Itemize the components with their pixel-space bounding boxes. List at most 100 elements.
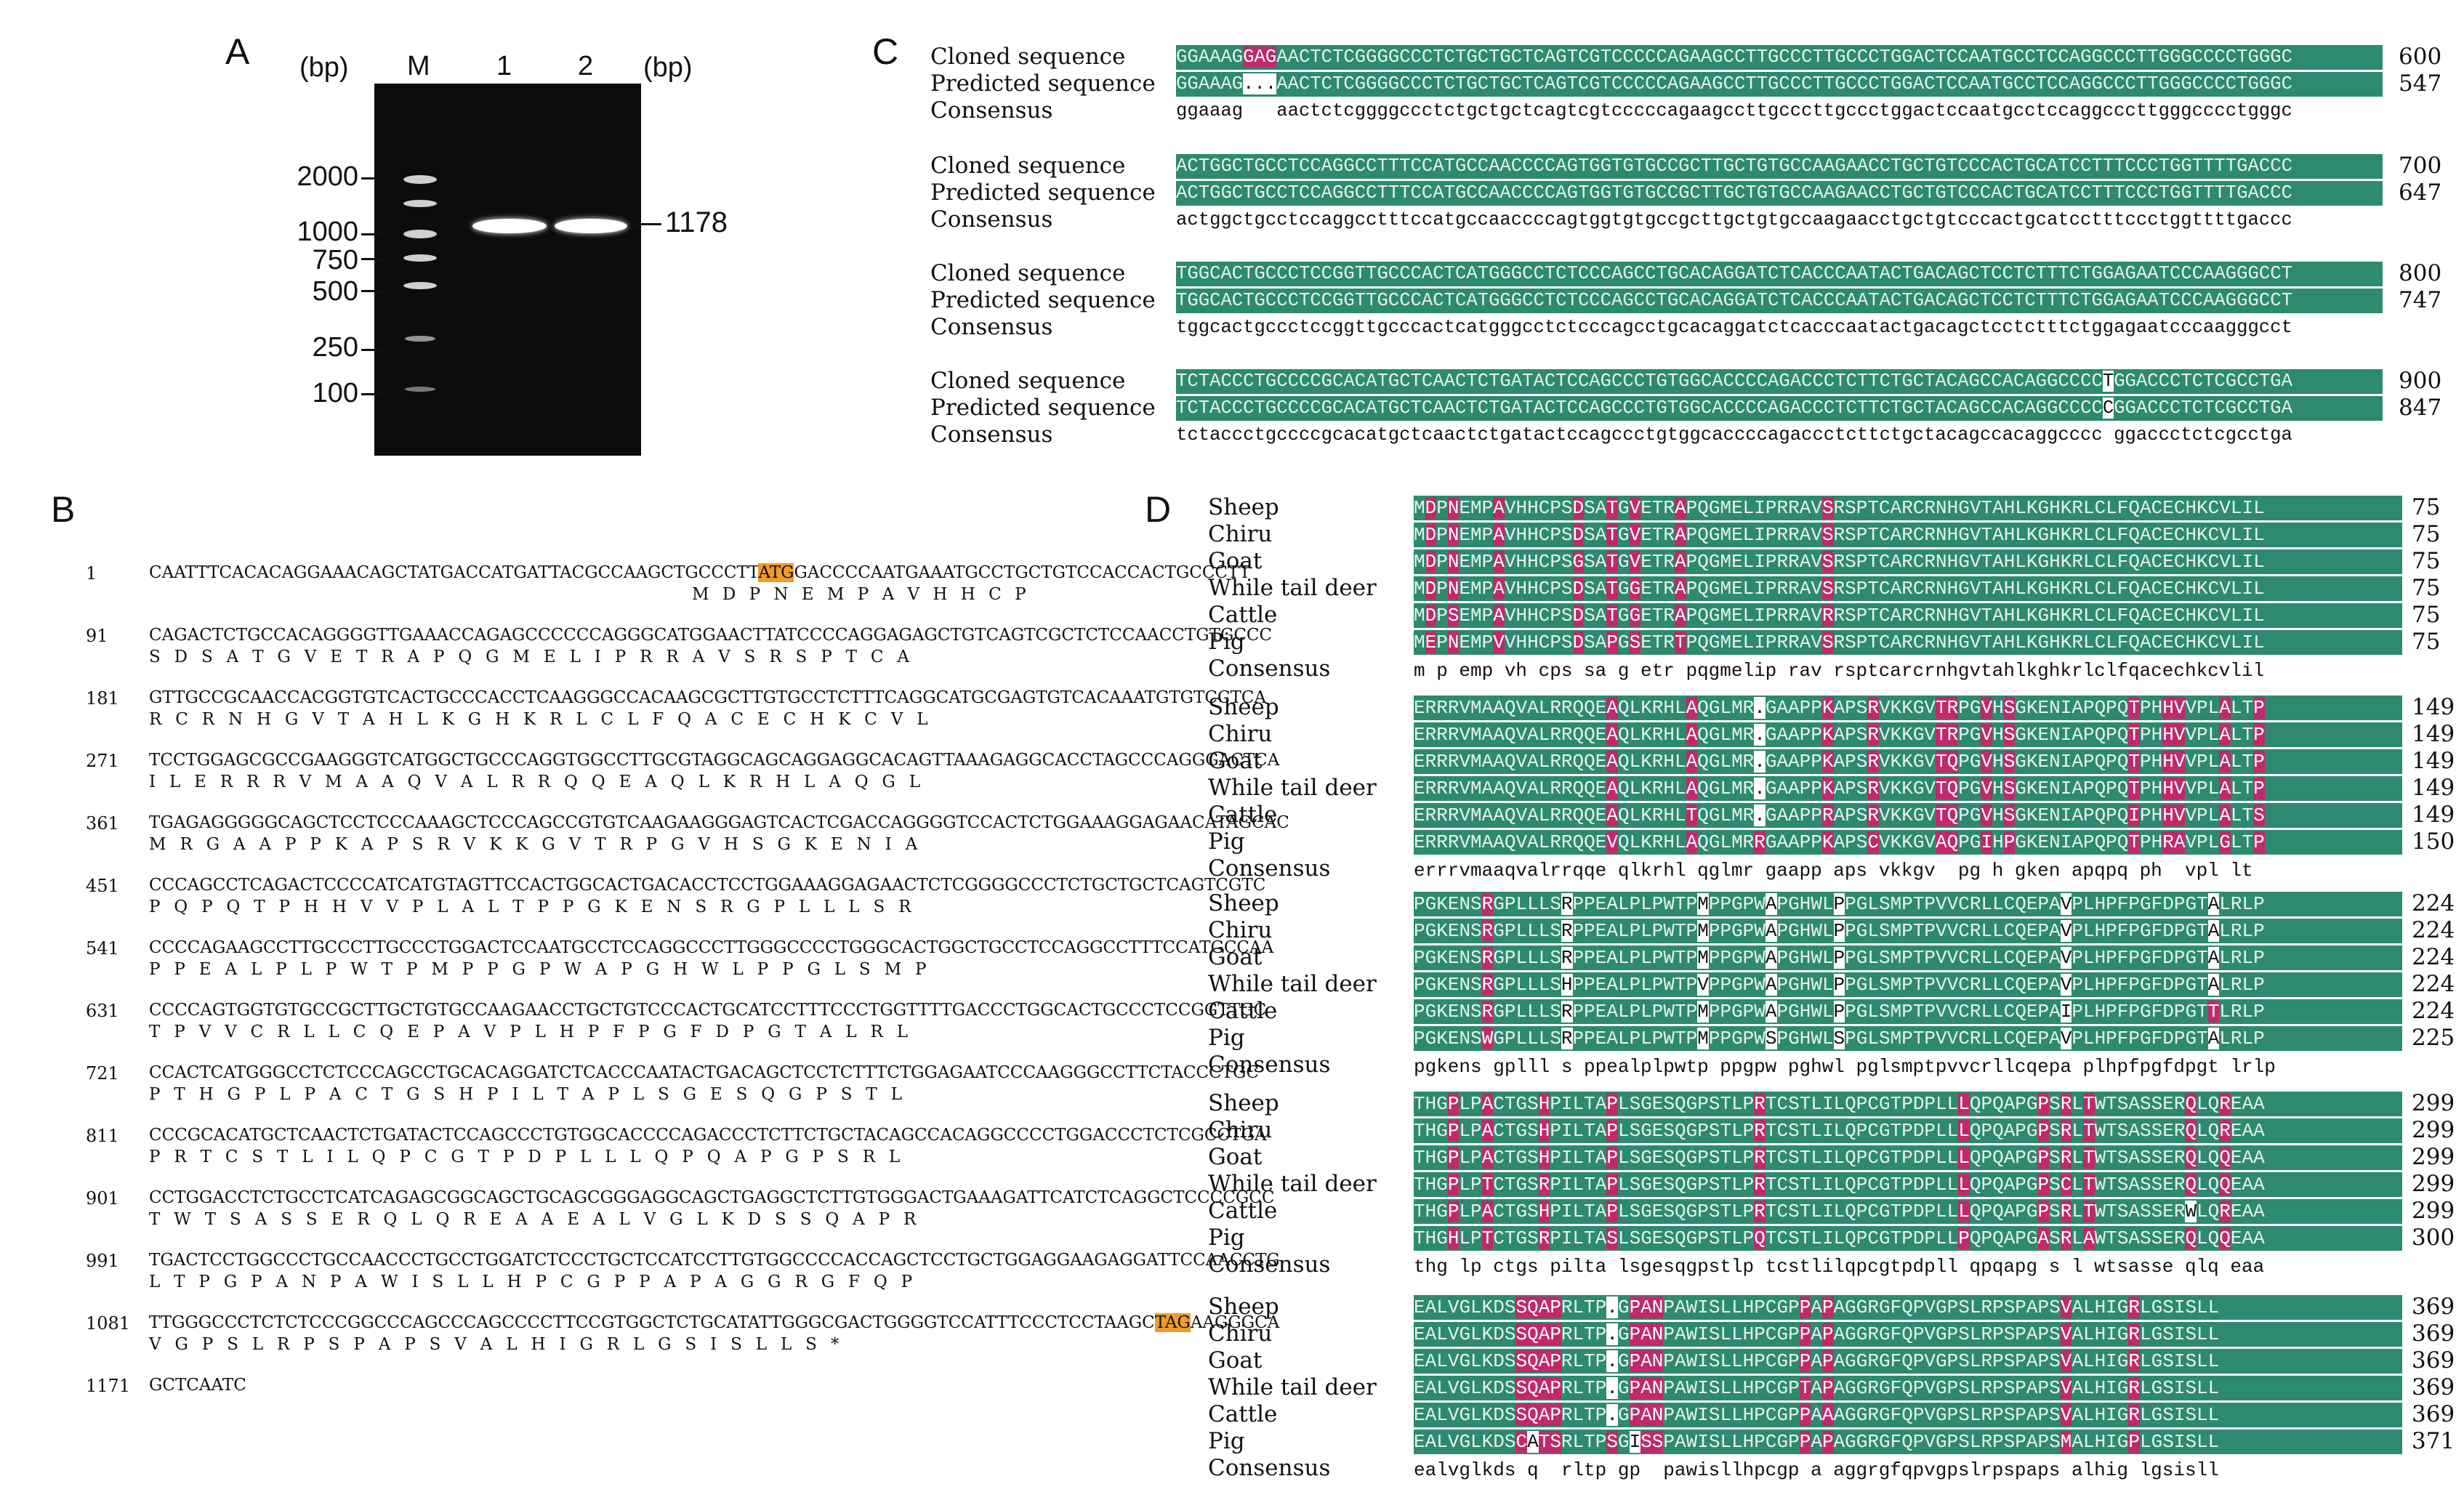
aa: Q [1992,1201,2004,1222]
nt: T [1745,182,1757,203]
aa: C [1958,920,1970,942]
aa: Q [1675,1147,1686,1169]
aa: P [1436,632,1448,653]
nt: C [1321,47,1333,68]
aa: H [2094,1323,2106,1345]
aa: G [2117,1323,2129,1345]
aa: S [1640,1431,1652,1453]
nt: C [1276,156,1288,177]
aa: G [2151,1404,2163,1426]
nt: G [1187,73,1199,94]
aa: C [1493,1120,1505,1142]
nt: T [1354,290,1366,311]
aa: P [1697,1093,1709,1115]
aligned-protein: ERRRVMAAQVALRRQQEAQLKRHLAQGLMR.GAAPPKAPS… [1414,722,2402,747]
nt: T [1310,73,1321,94]
aa: D [1425,524,1437,546]
aa: D [2162,974,2174,996]
aa: P [1584,947,1595,969]
aa: . [1754,751,1766,773]
nt: C [1533,73,1545,94]
aa: G [2026,1227,2038,1249]
aa: R [2128,1404,2140,1426]
nt: G [1600,156,1612,177]
aa: E [1651,1174,1664,1195]
position-number: 149 [2412,694,2455,720]
nt: A [1343,398,1355,419]
aa: S [1821,578,1834,600]
aa: P [1845,751,1856,773]
aa: P [2015,1350,2026,1372]
aa: L [2207,778,2220,799]
nt: G [1187,290,1199,311]
nt: G [1243,47,1255,68]
aa: V [2060,974,2072,996]
nt: T [1176,263,1188,284]
aa: H [1742,1350,1755,1372]
nt: C [2024,73,2036,94]
nt: C [1622,371,1634,392]
aa: C [1867,1201,1879,1222]
aa: L [2230,578,2242,600]
nt: C [1745,398,1757,419]
nt: C [1231,290,1244,311]
aa: R [1742,805,1755,826]
aa: C [2173,551,2186,573]
aa: K [1821,697,1834,719]
aa: V [1515,805,1528,826]
aa: A [1675,1404,1686,1426]
aa: V [1629,551,1641,573]
aa: S [1470,1001,1482,1023]
aa: E [2162,497,2174,519]
aa: Q [1675,1174,1686,1195]
nt: G [2114,398,2125,419]
aa: R [1561,697,1573,719]
aa: P [1686,893,1698,915]
aa: L [1731,1404,1743,1426]
aa: I [2242,524,2254,546]
aa: S [1663,1093,1675,1115]
nt: G [2091,290,2103,311]
nt: C [2147,182,2159,203]
aa: V [1924,1297,1936,1318]
nt: C [2191,371,2204,392]
aa: P [1651,920,1664,942]
nt: A [1220,263,1232,284]
aa: L [1867,893,1879,915]
aa: P [2015,1377,2026,1399]
aa: L [1833,1227,1845,1249]
aa: P [1845,1028,1856,1049]
aa: P [1572,920,1585,942]
aligned-protein: THGHLPTCTGSRPILTASLSGESQGPSTLPQTCSTLILQP… [1414,1226,2402,1251]
aa: V [2060,893,2072,915]
aa: G [1686,1227,1698,1249]
aa: P [1708,1001,1720,1023]
aa: G [1459,1350,1471,1372]
aa: S [2117,1093,2129,1115]
aa: P [1856,524,1868,546]
aa: H [1663,751,1675,773]
aa: S [1651,1431,1664,1453]
alignment-block: Cloned sequence TGGCACTGCCCTCCGGTTGCCCACT… [930,260,2441,362]
aa: G [1936,1350,1947,1372]
dna-pre: CCCAGCCTCAGACTCCCCATCATGTAGTTCCACTGGCACT… [149,876,1266,895]
aa: G [1878,1174,1891,1195]
aa: A [2253,1120,2265,1142]
aa: C [1867,1174,1879,1195]
aligned-protein: MDPNEMPAVHHCPSDSATGVETRAPQGMELIPRRAVSRSP… [1414,523,2402,547]
aa: P [1958,831,1970,853]
aa: P [1595,1297,1607,1318]
nt: C [1243,398,1255,419]
nt: C [1399,371,1411,392]
nt: C [2270,290,2282,311]
nt: A [1209,73,1221,94]
aa: D [1493,1431,1505,1453]
aa: M [1731,697,1743,719]
aa: R [1561,1001,1573,1023]
nt: G [1645,182,1656,203]
aa: A [1640,1377,1652,1399]
aa: K [1481,1431,1494,1453]
aa: P [1776,947,1789,969]
protein-translation: T W T S A S S E R Q L Q R E A A E A L V … [149,1210,917,1229]
aa: M [1697,947,1709,969]
